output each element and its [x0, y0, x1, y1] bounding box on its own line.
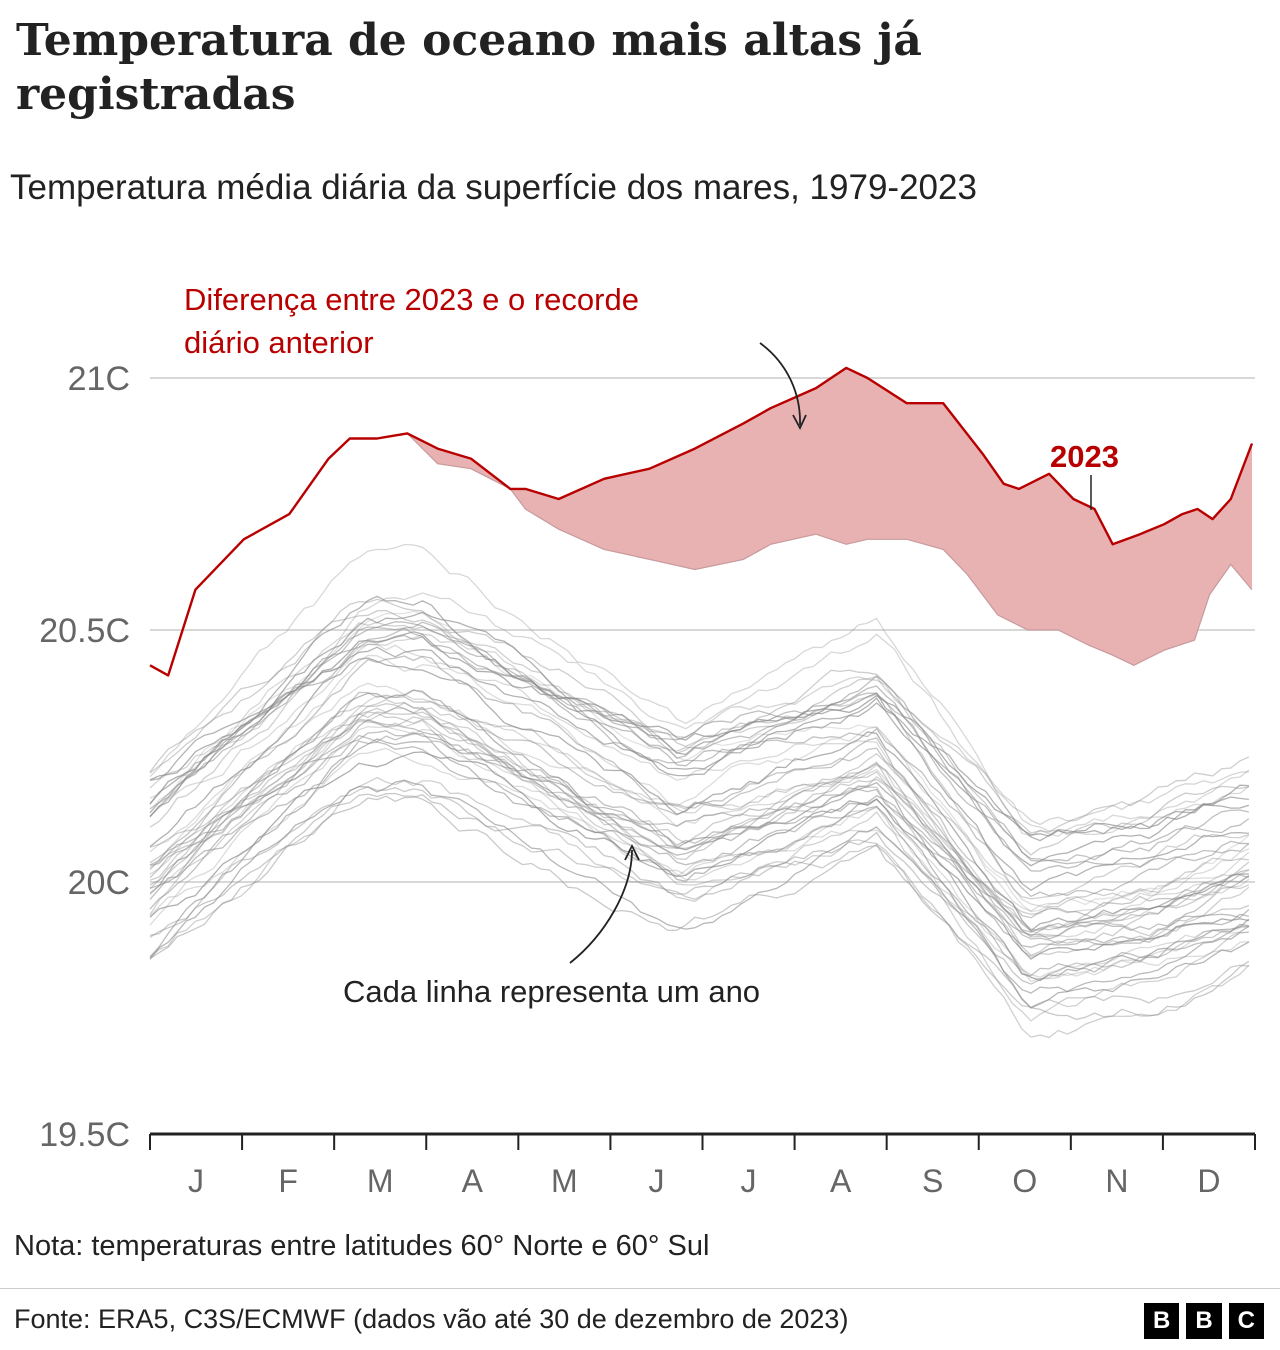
source-text: Fonte: ERA5, C3S/ECMWF (dados vão até 30… [14, 1304, 849, 1334]
past-year-line [149, 643, 1250, 914]
chart-title: Temperatura de oceano mais altas já regi… [16, 15, 922, 120]
gap-area [407, 367, 1252, 666]
past-year-line [149, 682, 1250, 932]
past-year-line [149, 595, 1249, 892]
x-tick-label: A [462, 1163, 484, 1199]
past-years-lines [149, 543, 1250, 1039]
past-year-line [149, 747, 1249, 978]
x-tick-label: O [1012, 1163, 1037, 1199]
y-axis-labels: 19.5C 20C 20.5C 21C [39, 360, 130, 1154]
past-year-line [149, 646, 1249, 842]
past-year-line [149, 592, 1250, 836]
past-year-line [149, 654, 1250, 912]
past-year-line [149, 792, 1250, 1021]
gap-annotation-arrowhead [792, 414, 807, 431]
year-2023-label: 2023 [1050, 439, 1119, 474]
past-year-line [149, 776, 1250, 1039]
bbc-logo-letter: B [1186, 1303, 1222, 1339]
x-tick-label: J [741, 1163, 757, 1199]
past-year-line [149, 657, 1249, 932]
sea-temperature-chart: 19.5C 20C 20.5C 21C J F M A M J J A S O N D Diferença … [39, 282, 1256, 1199]
past-year-line [149, 611, 1249, 867]
past-year-line [149, 693, 1250, 938]
bbc-logo-letter: B [1144, 1303, 1180, 1339]
past-year-line [149, 732, 1250, 933]
lines-annotation-arrow [569, 849, 633, 964]
past-year-line [149, 621, 1250, 900]
x-tick-label: N [1105, 1163, 1128, 1199]
y-tick-label: 21C [68, 360, 130, 398]
past-year-line [149, 779, 1250, 1009]
past-year-line [149, 691, 1250, 919]
past-year-line [149, 698, 1249, 915]
past-year-line [149, 793, 1249, 985]
gap-annotation-line1: Diferença entre 2023 e o recorde [184, 282, 639, 317]
past-year-line [149, 711, 1250, 932]
chart-subtitle: Temperatura média diária da superfície d… [10, 168, 977, 207]
y-tick-label: 19.5C [39, 1116, 130, 1154]
lines-annotation-arrowhead [624, 843, 640, 861]
past-year-line [149, 725, 1250, 980]
highlight-line-layer [149, 366, 1254, 677]
past-year-line [149, 702, 1250, 1022]
x-tick-label: A [830, 1163, 852, 1199]
y-tick-label: 20.5C [39, 612, 130, 650]
past-year-line [149, 621, 1250, 898]
past-year-line [149, 627, 1250, 862]
bbc-logo: B B C [1144, 1303, 1264, 1339]
past-year-line [149, 751, 1250, 960]
gap-area-layer [406, 367, 1253, 666]
past-year-line [149, 718, 1249, 977]
x-tick-label: D [1197, 1163, 1220, 1199]
line-2023 [149, 366, 1254, 677]
past-year-line [149, 730, 1250, 940]
past-year-line [149, 598, 1250, 834]
y-tick-label: 20C [68, 864, 130, 902]
past-year-line [149, 716, 1250, 938]
gap-annotation-arrow [759, 342, 801, 426]
gap-annotation-line2: diário anterior [184, 325, 374, 360]
past-year-line [149, 633, 1249, 826]
past-year-line [149, 610, 1250, 913]
x-tick-label: S [922, 1163, 943, 1199]
footnote: Nota: temperaturas entre latitudes 60° N… [14, 1230, 710, 1262]
past-year-line [149, 634, 1250, 865]
x-tick-label: F [278, 1163, 298, 1199]
x-tick-label: M [551, 1163, 578, 1199]
past-year-line [149, 786, 1249, 1008]
past-year-line [149, 655, 1250, 946]
past-year-line [149, 609, 1250, 856]
past-year-line [149, 631, 1250, 837]
x-tick-label: M [367, 1163, 394, 1199]
past-year-line [149, 707, 1250, 958]
past-year-line [149, 738, 1249, 994]
previous-record-line [406, 432, 1253, 666]
bbc-logo-letter: C [1228, 1303, 1264, 1339]
footer-divider [0, 1288, 1280, 1289]
x-tick-label: J [648, 1163, 664, 1199]
past-year-line [149, 703, 1250, 956]
past-year-line [149, 719, 1249, 983]
x-tick-label: J [188, 1163, 204, 1199]
past-year-line [149, 740, 1250, 948]
lines-annotation: Cada linha representa um ano [343, 974, 760, 1009]
past-year-line [149, 711, 1250, 937]
past-year-line [149, 689, 1250, 982]
